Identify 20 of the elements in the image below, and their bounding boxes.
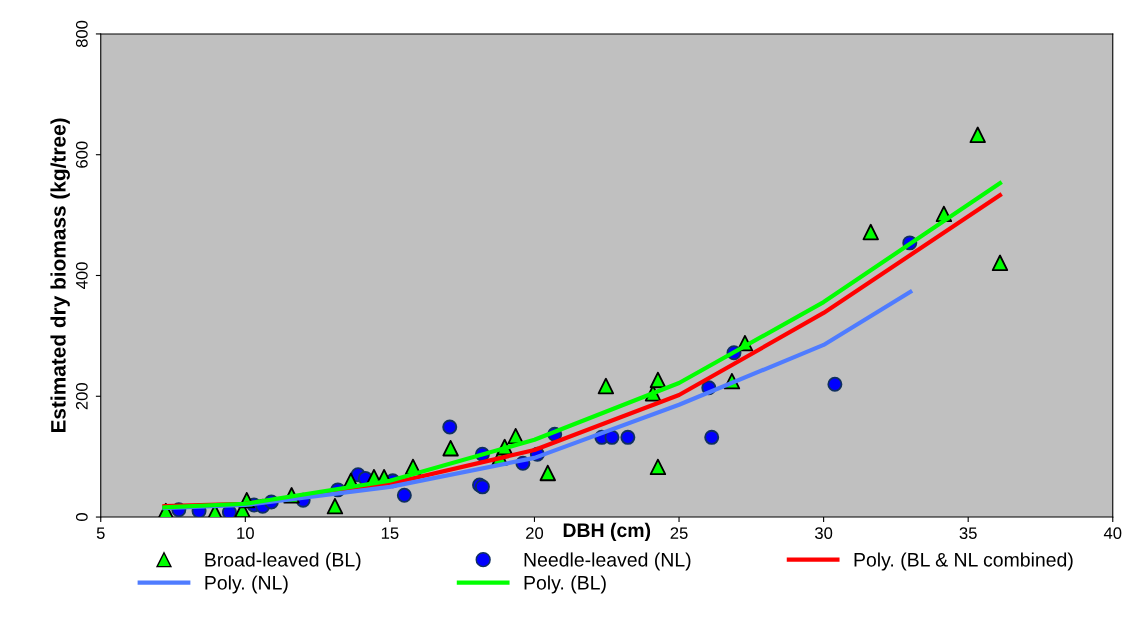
y-axis-title: Estimated dry biomass (kg/tree): [50, 118, 70, 433]
x-tick-label: 30: [814, 527, 833, 540]
x-tick-label: 5: [96, 527, 105, 540]
x-tick-label: 20: [526, 527, 544, 540]
y-tick-label: 400: [75, 262, 88, 290]
y-tick-label: 0: [75, 513, 88, 522]
legend-label: Poly. (BL): [524, 575, 606, 594]
y-tick-label: 600: [75, 141, 88, 168]
x-tick-label: 35: [959, 527, 977, 540]
x-tick-label: 40: [1103, 527, 1122, 540]
legend-label: Poly. (NL): [205, 575, 288, 594]
x-tick-label: 10: [237, 527, 254, 540]
y-tick-label: 800: [75, 20, 88, 48]
legend-label: Poly. (BL & NL combined): [854, 552, 1073, 571]
y-tick-label: 200: [75, 383, 88, 410]
legend-label: Needle-leaved (NL): [524, 552, 691, 571]
x-tick-label: 25: [670, 527, 688, 540]
legend-label: Broad-leaved (BL): [205, 552, 361, 571]
x-tick-label: 15: [381, 527, 399, 540]
x-axis-title: DBH (cm): [563, 522, 651, 541]
